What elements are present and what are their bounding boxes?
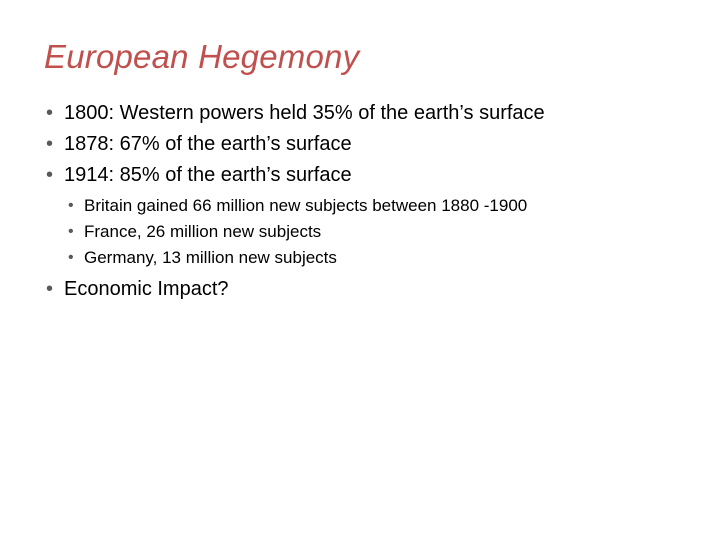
- list-item: 1914: 85% of the earth’s surface: [44, 162, 676, 189]
- list-item: Economic Impact?: [44, 276, 676, 303]
- list-item: 1800: Western powers held 35% of the ear…: [44, 100, 676, 127]
- list-item: 1878: 67% of the earth’s surface: [44, 131, 676, 158]
- list-item: Germany, 13 million new subjects: [68, 247, 676, 270]
- slide-title: European Hegemony: [44, 38, 676, 76]
- bullet-list-level2: Britain gained 66 million new subjects b…: [44, 195, 676, 270]
- list-item: France, 26 million new subjects: [68, 221, 676, 244]
- slide: European Hegemony 1800: Western powers h…: [0, 0, 720, 540]
- list-item: Britain gained 66 million new subjects b…: [68, 195, 676, 218]
- bullet-list-level1: 1800: Western powers held 35% of the ear…: [44, 100, 676, 189]
- bullet-list-level1-continued: Economic Impact?: [44, 276, 676, 303]
